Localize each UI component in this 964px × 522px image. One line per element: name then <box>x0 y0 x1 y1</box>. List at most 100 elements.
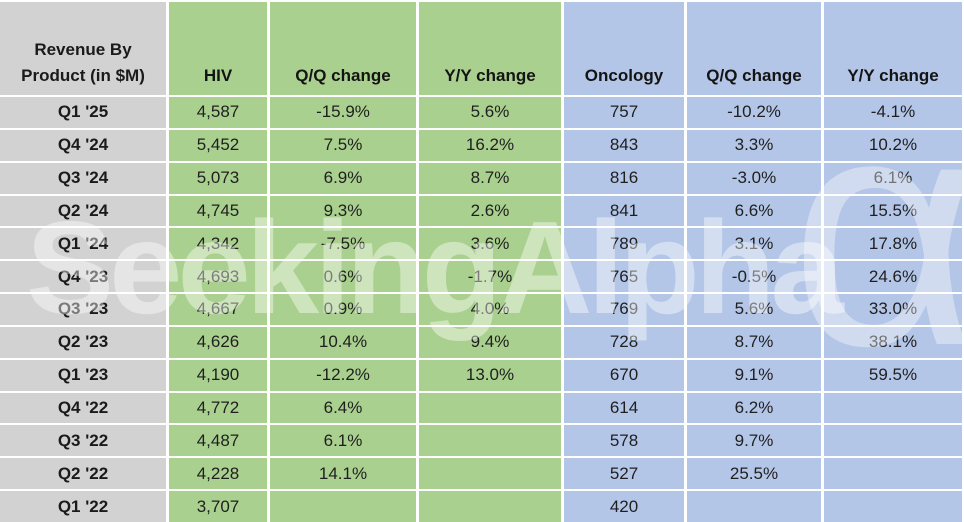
data-cell: 14.1% <box>270 458 416 490</box>
data-cell: -15.9% <box>270 97 416 128</box>
corner-header: Revenue By Product (in $M) <box>0 2 166 95</box>
row-label: Q4 '24 <box>0 129 166 161</box>
data-cell <box>824 458 962 490</box>
data-cell: 6.2% <box>687 392 821 424</box>
data-cell: -3.0% <box>687 162 821 194</box>
data-cell: 8.7% <box>687 326 821 358</box>
data-cell: 6.4% <box>270 392 416 424</box>
data-cell <box>419 458 561 490</box>
data-cell: 10.4% <box>270 326 416 358</box>
data-cell <box>824 392 962 424</box>
data-cell: 9.1% <box>687 359 821 391</box>
data-cell: 9.3% <box>270 195 416 227</box>
data-cell: -10.2% <box>687 97 821 128</box>
data-cell: 33.0% <box>824 294 962 325</box>
data-cell: 6.6% <box>687 195 821 227</box>
row-label: Q3 '22 <box>0 425 166 457</box>
data-cell <box>824 491 962 522</box>
data-cell: 3,707 <box>169 491 267 522</box>
data-cell: 25.5% <box>687 458 821 490</box>
data-cell: 769 <box>564 294 684 325</box>
data-cell: 765 <box>564 261 684 293</box>
row-label: Q1 '25 <box>0 97 166 128</box>
column-header-oncology: Oncology <box>564 2 684 95</box>
data-cell: 17.8% <box>824 228 962 260</box>
data-cell: 841 <box>564 195 684 227</box>
data-cell: 0.6% <box>270 261 416 293</box>
row-label: Q3 '23 <box>0 294 166 325</box>
data-cell: 3.3% <box>687 129 821 161</box>
data-cell: 4,587 <box>169 97 267 128</box>
data-cell: 4,667 <box>169 294 267 325</box>
column-header-hiv-yy-change: Y/Y change <box>419 2 561 95</box>
row-label: Q4 '22 <box>0 392 166 424</box>
data-cell <box>270 491 416 522</box>
data-cell: -7.5% <box>270 228 416 260</box>
data-cell: 4,342 <box>169 228 267 260</box>
row-label: Q2 '22 <box>0 458 166 490</box>
data-cell: 7.5% <box>270 129 416 161</box>
data-cell <box>419 392 561 424</box>
data-cell: 3.6% <box>419 228 561 260</box>
data-cell: 843 <box>564 129 684 161</box>
data-cell: 2.6% <box>419 195 561 227</box>
data-cell: 6.9% <box>270 162 416 194</box>
row-label: Q4 '23 <box>0 261 166 293</box>
data-cell: 4,487 <box>169 425 267 457</box>
data-cell: 9.7% <box>687 425 821 457</box>
data-cell: 5,073 <box>169 162 267 194</box>
data-cell: 670 <box>564 359 684 391</box>
row-label: Q2 '24 <box>0 195 166 227</box>
data-cell: 4,693 <box>169 261 267 293</box>
row-label: Q3 '24 <box>0 162 166 194</box>
corner-header-line1: Revenue By <box>34 40 132 59</box>
data-cell: 9.4% <box>419 326 561 358</box>
data-cell: 578 <box>564 425 684 457</box>
data-cell: 816 <box>564 162 684 194</box>
row-label: Q1 '24 <box>0 228 166 260</box>
row-label: Q1 '22 <box>0 491 166 522</box>
data-cell: 757 <box>564 97 684 128</box>
data-cell: 13.0% <box>419 359 561 391</box>
data-cell: 4,190 <box>169 359 267 391</box>
data-cell: 8.7% <box>419 162 561 194</box>
column-header-hiv: HIV <box>169 2 267 95</box>
corner-header-line2: Product (in $M) <box>21 65 145 85</box>
column-header-hiv-qq-change: Q/Q change <box>270 2 416 95</box>
data-cell: -4.1% <box>824 97 962 128</box>
data-cell <box>419 491 561 522</box>
data-cell: 789 <box>564 228 684 260</box>
data-cell: 420 <box>564 491 684 522</box>
data-cell: 10.2% <box>824 129 962 161</box>
data-cell: 614 <box>564 392 684 424</box>
data-cell: 4.0% <box>419 294 561 325</box>
data-cell: 527 <box>564 458 684 490</box>
data-cell: -0.5% <box>687 261 821 293</box>
data-cell: 6.1% <box>824 162 962 194</box>
data-cell: 5,452 <box>169 129 267 161</box>
data-cell: 6.1% <box>270 425 416 457</box>
row-label: Q2 '23 <box>0 326 166 358</box>
data-cell: 5.6% <box>419 97 561 128</box>
data-cell: 3.1% <box>687 228 821 260</box>
data-cell: 4,745 <box>169 195 267 227</box>
data-cell: 15.5% <box>824 195 962 227</box>
data-cell: 59.5% <box>824 359 962 391</box>
data-cell: 24.6% <box>824 261 962 293</box>
column-header-oncology-qq-change: Q/Q change <box>687 2 821 95</box>
row-label: Q1 '23 <box>0 359 166 391</box>
data-cell: 4,772 <box>169 392 267 424</box>
data-cell: 16.2% <box>419 129 561 161</box>
data-cell <box>824 425 962 457</box>
data-cell: 38.1% <box>824 326 962 358</box>
data-cell: -1.7% <box>419 261 561 293</box>
data-cell: 0.9% <box>270 294 416 325</box>
data-cell: 5.6% <box>687 294 821 325</box>
data-cell <box>419 425 561 457</box>
data-cell: 4,228 <box>169 458 267 490</box>
data-cell <box>687 491 821 522</box>
data-cell: -12.2% <box>270 359 416 391</box>
data-cell: 4,626 <box>169 326 267 358</box>
